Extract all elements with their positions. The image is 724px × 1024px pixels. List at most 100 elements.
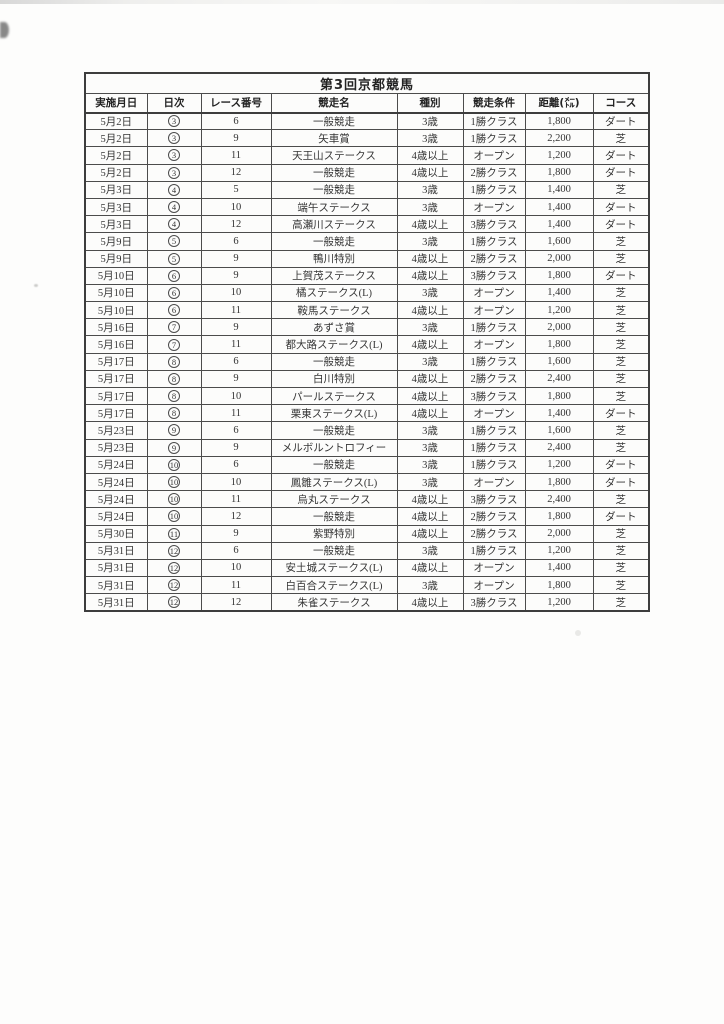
cell-race-name: 一般競走 (270, 421, 398, 440)
cell-condition: 2勝クラス (462, 524, 526, 543)
cell-day: 7 (146, 318, 202, 337)
cell-race-number: 10 (200, 472, 272, 492)
cell-distance: 1,600 (524, 421, 594, 440)
cell-course: 芝 (592, 576, 650, 595)
cell-day: 12 (146, 576, 202, 595)
cell-category: 3歳 (396, 472, 464, 492)
cell-condition: 1勝クラス (462, 111, 526, 131)
cell-category: 4歳以上 (396, 558, 464, 578)
cell-race-name: 一般競走 (270, 180, 398, 199)
cell-day: 10 (146, 472, 202, 492)
table-row: 5月9日 5 9 鴨川特別 4歳以上 2勝クラス 2,000 芝 (84, 249, 650, 268)
cell-date: 5月23日 (84, 421, 148, 440)
cell-race-name: 一般競走 (270, 507, 398, 526)
cell-course: ダート (592, 266, 650, 285)
day-number-circled: 10 (168, 476, 180, 489)
cell-condition: 2勝クラス (462, 369, 526, 389)
cell-day: 5 (146, 249, 202, 268)
cell-distance: 1,600 (524, 232, 594, 251)
cell-day: 12 (146, 593, 202, 612)
cell-distance: 1,200 (524, 541, 594, 560)
cell-condition: 3勝クラス (462, 490, 526, 509)
table-title: 第3回京都競馬 (84, 72, 650, 94)
cell-race-name: 矢車賞 (270, 129, 398, 148)
cell-date: 5月24日 (84, 507, 148, 526)
cell-date: 5月31日 (84, 576, 148, 595)
cell-day: 8 (146, 352, 202, 371)
cell-day: 12 (146, 541, 202, 560)
cell-date: 5月2日 (84, 163, 148, 182)
table-row: 5月31日 12 6 一般競走 3歳 1勝クラス 1,200 芝 (84, 541, 650, 560)
cell-category: 4歳以上 (396, 146, 464, 165)
cell-race-number: 6 (200, 352, 272, 371)
cell-race-number: 11 (200, 404, 272, 423)
day-number-circled: 8 (168, 372, 180, 385)
cell-course: 芝 (592, 283, 650, 303)
cell-race-number: 6 (200, 455, 272, 474)
cell-date: 5月24日 (84, 490, 148, 509)
cell-race-name: パールステークス (270, 386, 398, 406)
table-row: 5月2日 3 12 一般競走 4歳以上 2勝クラス 1,800 ダート (84, 163, 650, 182)
cell-condition: 1勝クラス (462, 180, 526, 199)
table-row: 5月2日 3 11 天王山ステークス 4歳以上 オープン 1,200 ダート (84, 146, 650, 165)
cell-date: 5月2日 (84, 146, 148, 165)
cell-date: 5月3日 (84, 215, 148, 234)
cell-date: 5月30日 (84, 524, 148, 543)
scan-artifact-corner-smudge (0, 22, 9, 38)
cell-race-name: 橘ステークス(L) (270, 283, 398, 303)
cell-condition: 3勝クラス (462, 215, 526, 234)
cell-race-name: 一般競走 (270, 541, 398, 560)
cell-category: 3歳 (396, 541, 464, 560)
cell-race-name: 鞍馬ステークス (270, 301, 398, 320)
cell-course: ダート (592, 404, 650, 423)
cell-course: ダート (592, 472, 650, 492)
cell-date: 5月24日 (84, 455, 148, 474)
cell-category: 3歳 (396, 197, 464, 217)
day-number-circled: 9 (168, 424, 180, 437)
cell-day: 3 (146, 146, 202, 165)
cell-day: 10 (146, 507, 202, 526)
day-number-circled: 12 (168, 544, 180, 557)
cell-race-name: メルボルントロフィー (270, 438, 398, 457)
cell-distance: 1,400 (524, 283, 594, 303)
cell-course: 芝 (592, 421, 650, 440)
table-row: 5月3日 4 5 一般競走 3歳 1勝クラス 1,400 芝 (84, 180, 650, 199)
cell-category: 4歳以上 (396, 524, 464, 543)
cell-condition: 1勝クラス (462, 318, 526, 337)
table-row: 5月16日 7 9 あずさ賞 3歳 1勝クラス 2,000 芝 (84, 318, 650, 337)
cell-date: 5月9日 (84, 232, 148, 251)
cell-distance: 2,000 (524, 524, 594, 543)
cell-race-name: 高瀬川ステークス (270, 215, 398, 234)
cell-date: 5月3日 (84, 180, 148, 199)
table-row: 5月23日 9 9 メルボルントロフィー 3歳 1勝クラス 2,400 芝 (84, 438, 650, 457)
cell-race-name: 一般競走 (270, 163, 398, 182)
cell-race-name: 鳳雛ステークス(L) (270, 472, 398, 492)
cell-date: 5月16日 (84, 335, 148, 354)
table-row: 5月9日 5 6 一般競走 3歳 1勝クラス 1,600 芝 (84, 232, 650, 251)
day-number-circled: 6 (168, 304, 180, 317)
cell-condition: オープン (462, 472, 526, 492)
day-number-circled: 5 (168, 235, 180, 248)
cell-distance: 1,600 (524, 352, 594, 371)
cell-condition: オープン (462, 197, 526, 217)
table-row: 5月10日 6 9 上賀茂ステークス 4歳以上 3勝クラス 1,800 ダート (84, 266, 650, 285)
table-row: 5月24日 10 6 一般競走 3歳 1勝クラス 1,200 ダート (84, 455, 650, 474)
cell-course: ダート (592, 197, 650, 217)
cell-category: 3歳 (396, 111, 464, 131)
cell-condition: オープン (462, 146, 526, 165)
day-number-circled: 12 (168, 579, 180, 592)
header-row: 実施月日 日次 レース番号 競走名 種別 競走条件 距離(㍍) コース (84, 93, 650, 114)
cell-course: 芝 (592, 386, 650, 406)
race-schedule-table: 第3回京都競馬 実施月日 日次 レース番号 競走名 種別 競走条件 距離(㍍) … (84, 72, 651, 612)
cell-course: 芝 (592, 524, 650, 543)
cell-date: 5月17日 (84, 404, 148, 423)
cell-day: 11 (146, 524, 202, 543)
cell-distance: 2,400 (524, 438, 594, 457)
table-row: 5月3日 4 10 端午ステークス 3歳 オープン 1,400 ダート (84, 197, 650, 217)
cell-day: 6 (146, 283, 202, 303)
column-header-condition: 競走条件 (462, 93, 526, 114)
cell-distance: 1,400 (524, 558, 594, 578)
column-header-race-no: レース番号 (200, 93, 272, 114)
cell-day: 3 (146, 111, 202, 131)
